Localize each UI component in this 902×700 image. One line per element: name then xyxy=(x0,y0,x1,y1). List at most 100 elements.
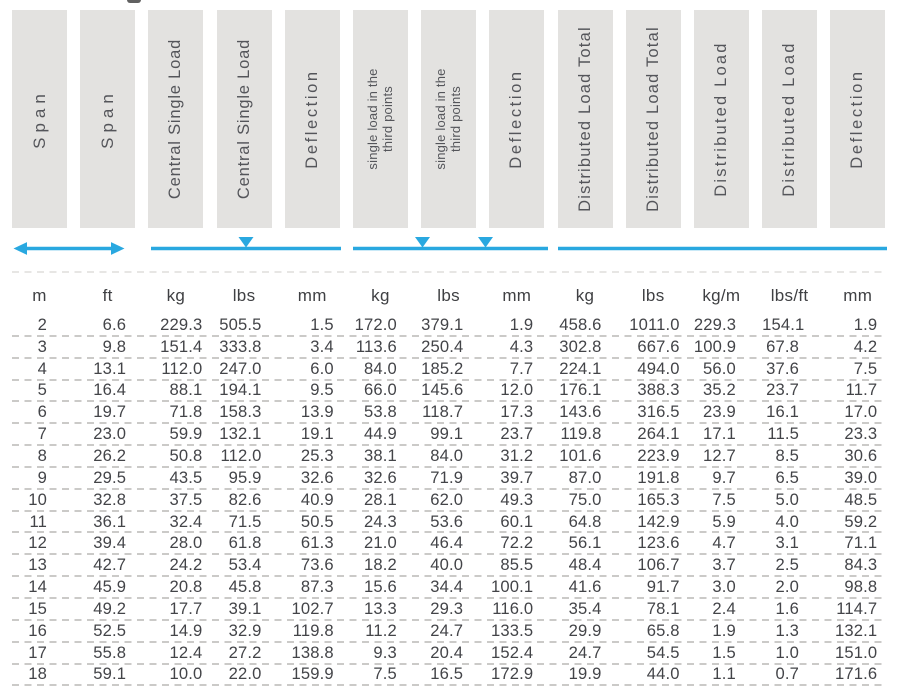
table-cell: 194.1 xyxy=(219,380,262,400)
header-cell-deflection-central: Deflection xyxy=(284,10,340,228)
table-cell: 5.9 xyxy=(712,511,736,531)
table-cell: 0.7 xyxy=(775,664,800,684)
table-cell: 37.6 xyxy=(766,358,800,378)
header-label-line: Span xyxy=(29,89,49,149)
table-cell: 16 xyxy=(28,620,47,640)
table-cell: 3.1 xyxy=(775,533,800,553)
header-label-line: single load in the xyxy=(433,68,449,170)
table-cell: 1.0 xyxy=(775,642,800,662)
table-cell: 19.7 xyxy=(93,402,127,422)
table-cell: 87.0 xyxy=(568,467,602,487)
table-cell: 229.3 xyxy=(160,314,203,334)
header-cell-distributed-load-lbs-ft: Distributed Load xyxy=(762,10,818,228)
unit-cell: kg xyxy=(166,286,186,305)
table-cell: 102.7 xyxy=(291,598,334,618)
header-label-line: Deflection xyxy=(507,69,526,169)
table-cell: 29.9 xyxy=(568,620,602,640)
table-cell: 4.2 xyxy=(853,336,878,356)
table-cell: 1.9 xyxy=(509,314,534,334)
table-row: 3 9.8 151.4 333.8 3.4 113.6 250.4 4.3 302.8 667.6… xyxy=(12,336,885,359)
table-cell: 27.2 xyxy=(228,642,262,662)
table-cell: 38.1 xyxy=(364,445,397,465)
table-cell: 667.6 xyxy=(637,336,680,356)
table-cell: 98.8 xyxy=(844,577,878,597)
unit-cell: kg/m xyxy=(702,286,741,305)
table-cell: 82.6 xyxy=(228,489,262,509)
table-cell: 223.9 xyxy=(637,445,680,465)
table-cell: 9.3 xyxy=(373,642,397,662)
table-cell: 46.4 xyxy=(430,533,464,553)
table-cell: 84.3 xyxy=(844,555,878,575)
table-cell: 50.5 xyxy=(300,511,334,531)
table-cell: 7.5 xyxy=(853,358,878,378)
table-cell: 264.1 xyxy=(637,424,680,444)
table-cell: 73.6 xyxy=(300,555,334,575)
table-cell: 44.9 xyxy=(364,424,397,444)
table-cell: 5 xyxy=(37,380,47,400)
table-cell: 26.2 xyxy=(93,445,127,465)
table-cell: 49.2 xyxy=(93,598,127,618)
table-cell: 25.3 xyxy=(300,445,334,465)
cropped-text-fragment xyxy=(127,0,141,3)
table-cell: 23.7 xyxy=(766,380,800,400)
header-label: Distributed Load xyxy=(694,10,749,228)
header-label-line: Distributed Load Total xyxy=(643,26,662,212)
table-cell: 34.4 xyxy=(430,577,464,597)
table-cell: 87.3 xyxy=(300,577,334,597)
table-cell: 45.9 xyxy=(93,577,127,597)
table-cell: 494.0 xyxy=(637,358,680,378)
table-cell: 7 xyxy=(37,424,47,444)
table-row: 13 42.7 24.2 53.4 73.6 18.2 40.0 85.5 48.4 106.7 3… xyxy=(12,554,885,577)
table-cell: 9.5 xyxy=(310,380,334,400)
table-row: 15 49.2 17.7 39.1 102.7 13.3 29.3 116.0 35.4 78.1… xyxy=(12,598,885,621)
table-cell: 113.6 xyxy=(355,336,397,356)
table-cell: 56.1 xyxy=(568,533,602,553)
table-cell: 172.0 xyxy=(354,314,397,334)
header-cell-deflection-third-point: Deflection xyxy=(489,10,545,228)
table-cell: 72.2 xyxy=(500,533,534,553)
unit-cell: kg xyxy=(575,286,595,305)
table-cell: 171.6 xyxy=(834,664,878,684)
table-cell: 44.0 xyxy=(646,664,680,684)
header-label-line: Deflection xyxy=(303,69,322,169)
table-cell: 247.0 xyxy=(219,358,262,378)
header-label: Deflection xyxy=(285,10,340,228)
header-label: Distributed Load Total xyxy=(626,10,681,228)
table-cell: 4 xyxy=(37,358,47,378)
header-label: Central Single Load xyxy=(217,10,272,228)
header-label: single load in the third points xyxy=(353,10,408,228)
table-cell: 29.5 xyxy=(93,467,127,487)
table-cell: 17.7 xyxy=(169,598,203,618)
table-cell: 10.0 xyxy=(169,664,203,684)
table-cell: 112.0 xyxy=(220,445,262,465)
table-cell: 9.7 xyxy=(712,467,736,487)
table-cell: 3 xyxy=(37,336,47,356)
table-row: 12 39.4 28.0 61.8 61.3 21.0 46.4 72.2 56.1 123.6 4… xyxy=(12,532,885,556)
table-cell: 154.1 xyxy=(762,314,805,334)
unit-cell: lbs xyxy=(232,286,256,305)
beam-diagram xyxy=(13,237,887,255)
table-cell: 23.9 xyxy=(702,402,736,422)
table-row: 9 29.5 43.5 95.9 32.6 32.6 71.9 39.7 87.0 191.8 9.… xyxy=(12,467,885,490)
table-cell: 505.5 xyxy=(219,314,262,334)
table-cell: 17 xyxy=(28,642,47,662)
header-label-line: Central Single Load xyxy=(234,38,253,200)
table-cell: 41.6 xyxy=(568,577,602,597)
table-cell: 53.6 xyxy=(430,511,464,531)
table-cell: 14.9 xyxy=(169,620,203,640)
table-cell: 61.3 xyxy=(300,533,334,553)
table-cell: 18.2 xyxy=(364,555,397,575)
table-cell: 61.8 xyxy=(228,533,262,553)
table-cell: 379.1 xyxy=(421,314,464,334)
table-cell: 71.1 xyxy=(844,533,878,553)
header-label: single load in the third points xyxy=(421,10,476,228)
table-cell: 42.7 xyxy=(93,555,127,575)
table-cell: 185.2 xyxy=(421,358,464,378)
table-cell: 100.9 xyxy=(693,336,737,356)
table-cell: 11.7 xyxy=(845,380,878,400)
header-cell-distributed-load-total-kg: Distributed Load Total xyxy=(557,10,613,228)
table-cell: 138.8 xyxy=(291,642,334,662)
table-cell: 85.5 xyxy=(500,555,534,575)
unit-cell: ft xyxy=(102,286,113,305)
table-cell: 13.3 xyxy=(364,598,397,618)
